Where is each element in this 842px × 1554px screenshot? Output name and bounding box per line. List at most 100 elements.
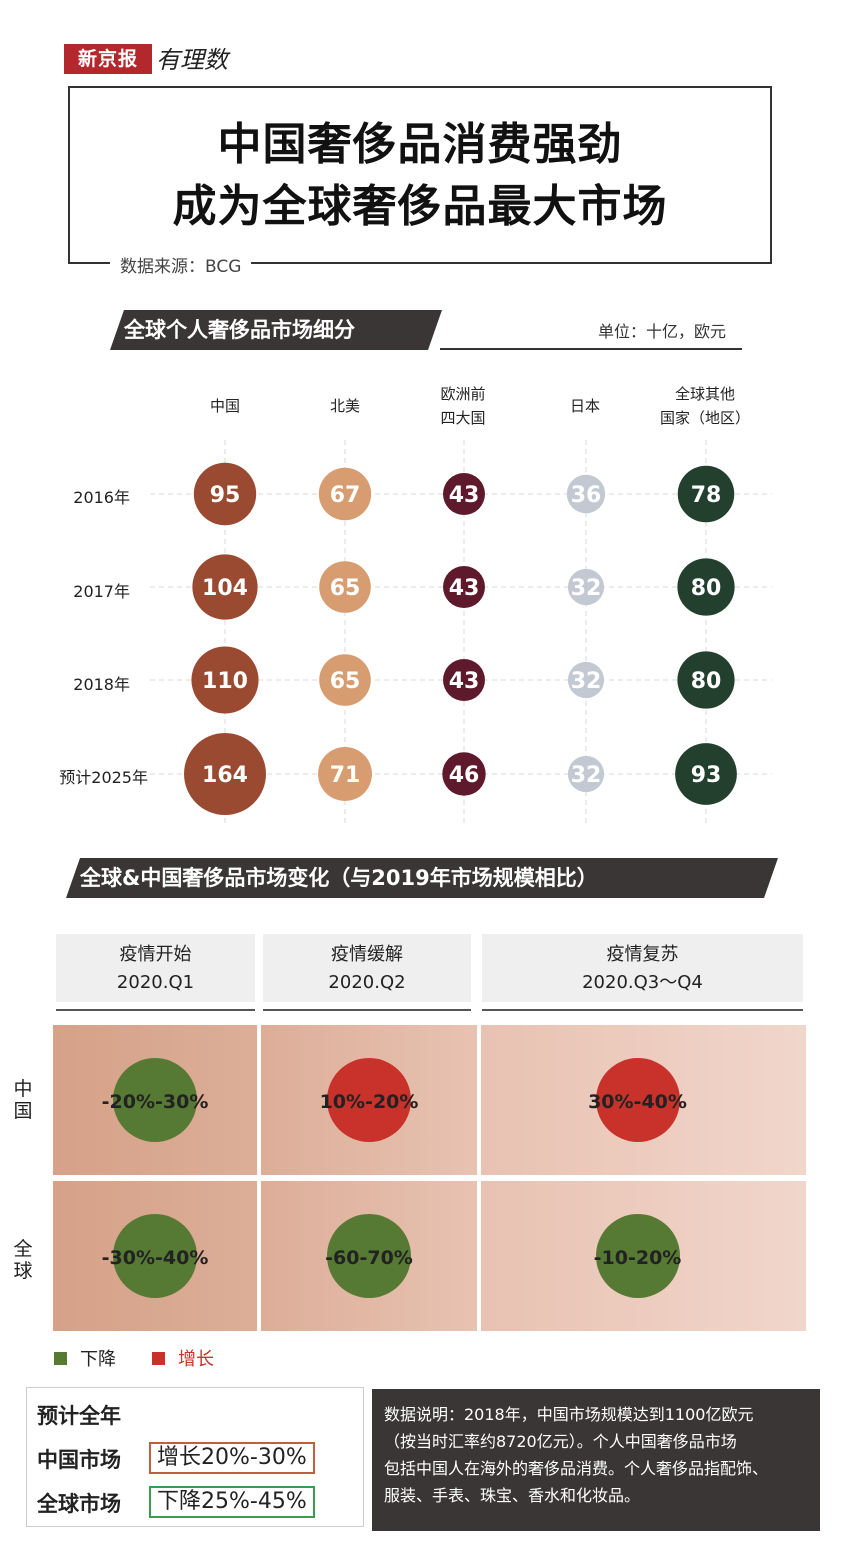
- period-phase: 疫情缓解: [331, 944, 403, 965]
- bubble-label: 80: [691, 669, 722, 694]
- bubble-label: 43: [449, 483, 480, 508]
- change-label: -20%-30%: [101, 1091, 209, 1113]
- bubble-label: 32: [571, 576, 602, 601]
- bubble: [677, 465, 735, 523]
- legend-up-label: 增长: [178, 1349, 214, 1370]
- bubble: [677, 651, 735, 709]
- row-header-2018: 2018年: [73, 675, 130, 694]
- forecast-box: 预计全年 中国市场 增长20%-30% 全球市场 下降25%-45%: [26, 1387, 364, 1527]
- period-rule: [482, 1009, 803, 1011]
- bubble: [318, 467, 372, 521]
- bubble: [319, 654, 371, 706]
- note-line: 包括中国人在海外的奢侈品消费。个人奢侈品指配饰、: [384, 1459, 769, 1478]
- bubble-label: 80: [691, 576, 722, 601]
- bubble-label: 65: [330, 669, 361, 694]
- title-line-1: 中国奢侈品消费强劲: [217, 119, 623, 170]
- forecast-china-label: 中国市场: [37, 1448, 121, 1472]
- data-source: 数据来源：BCG: [110, 252, 252, 277]
- change-label: -60-70%: [325, 1247, 413, 1269]
- title-line-2: 成为全球奢侈品最大市场: [172, 181, 668, 232]
- note-line: （按当时汇率约8720亿元）。个人中国奢侈品市场: [384, 1432, 737, 1451]
- bubble-chart: 95 104 110 164 67 65 65 71 43 43 43 46 36 32 32 32 78 80 8…: [150, 440, 772, 825]
- bubble: [191, 646, 259, 714]
- decrease-dot: [327, 1214, 411, 1298]
- column-header-china: 中国: [209, 397, 240, 415]
- decrease-dot: [113, 1214, 197, 1298]
- column-header-europe: 欧洲前 四大国: [440, 385, 486, 427]
- brand-logo: 新京报: [64, 44, 152, 74]
- bubble: [443, 566, 485, 608]
- unit-label: 单位：十亿，欧元: [598, 322, 727, 341]
- row-header-2017: 2017年: [73, 582, 130, 601]
- decrease-dot: [113, 1058, 197, 1142]
- change-label: -10-20%: [593, 1247, 682, 1269]
- bubble-label: 65: [330, 576, 361, 601]
- period-rule: [263, 1009, 471, 1011]
- row-header-2025: 预计2025年: [59, 768, 148, 787]
- increase-dot: [327, 1058, 411, 1142]
- column-header-north-america: 北美: [329, 397, 360, 415]
- row-label-global: 全球: [13, 1238, 33, 1282]
- period-header-q2: 疫情缓解 2020.Q2: [263, 934, 471, 1002]
- bubble-label: 93: [691, 763, 722, 788]
- increase-dot: [595, 1058, 680, 1142]
- bubble: [567, 755, 605, 793]
- bubble: [442, 752, 486, 796]
- bubble: [567, 661, 605, 699]
- bubble-label: 46: [449, 763, 480, 788]
- bubble-label: 110: [202, 669, 248, 694]
- note-line: 服装、手表、珠宝、香水和化妆品。: [384, 1486, 641, 1505]
- period-quarter: 2020.Q1: [116, 972, 195, 993]
- row-label-china: 中国: [13, 1078, 33, 1122]
- section1-title: 全球个人奢侈品市场细分: [110, 310, 442, 350]
- legend-up-swatch: [152, 1352, 165, 1365]
- bubble: [192, 554, 258, 620]
- bubble: [567, 568, 605, 606]
- column-header-rest-of-world: 全球其他 国家（地区）: [659, 385, 750, 427]
- section1-rule: [440, 348, 742, 350]
- bubble-label: 164: [202, 763, 248, 788]
- bubble-label: 43: [449, 669, 480, 694]
- change-label: 10%-20%: [319, 1091, 419, 1113]
- change-label: 30%-40%: [588, 1091, 687, 1113]
- bubble: [193, 462, 257, 526]
- bubble: [677, 558, 735, 616]
- period-phase: 疫情复苏: [606, 944, 679, 965]
- section2-title: 全球&中国奢侈品市场变化（与2019年市场规模相比）: [66, 858, 778, 898]
- bubble-label: 71: [330, 763, 361, 788]
- bubble-label: 32: [571, 763, 602, 788]
- bubble: [443, 659, 485, 701]
- bubble: [184, 733, 266, 815]
- bubble: [675, 743, 737, 805]
- period-header-q3q4: 疫情复苏 2020.Q3～Q4: [482, 934, 803, 1002]
- bubble: [319, 561, 371, 613]
- bubble-label: 43: [449, 576, 480, 601]
- row-header-2016: 2016年: [73, 488, 130, 507]
- bubble-label: 67: [330, 483, 361, 508]
- bubble-label: 78: [691, 483, 722, 508]
- title-box: 中国奢侈品消费强劲 成为全球奢侈品最大市场: [68, 86, 772, 264]
- legend-down-swatch: [54, 1352, 67, 1365]
- data-note: 数据说明：2018年，中国市场规模达到1100亿欧元 （按当时汇率约8720亿元…: [372, 1389, 820, 1531]
- legend-down-label: 下降: [80, 1349, 116, 1370]
- note-line: 数据说明：2018年，中国市场规模达到1100亿欧元: [384, 1405, 754, 1424]
- period-quarter: 2020.Q3～Q4: [582, 972, 703, 993]
- period-phase: 疫情开始: [119, 944, 192, 965]
- bubble-label: 104: [202, 576, 248, 601]
- bubble-label: 32: [571, 669, 602, 694]
- period-header-q1: 疫情开始 2020.Q1: [56, 934, 255, 1002]
- bubble: [318, 747, 372, 801]
- forecast-title: 预计全年: [37, 1404, 121, 1428]
- forecast-global-value: 下降25%-45%: [149, 1486, 315, 1518]
- forecast-global-label: 全球市场: [37, 1492, 121, 1516]
- bubble-label: 95: [210, 483, 241, 508]
- column-header-japan: 日本: [569, 397, 600, 415]
- bubble: [566, 474, 606, 514]
- forecast-china-value: 增长20%-30%: [149, 1442, 315, 1474]
- bubble-label: 36: [571, 483, 602, 508]
- decrease-dot: [595, 1214, 680, 1298]
- change-label: -30%-40%: [101, 1247, 209, 1269]
- brand-script-logo: 有理数: [156, 46, 228, 74]
- bubble: [443, 473, 485, 515]
- period-rule: [56, 1009, 255, 1011]
